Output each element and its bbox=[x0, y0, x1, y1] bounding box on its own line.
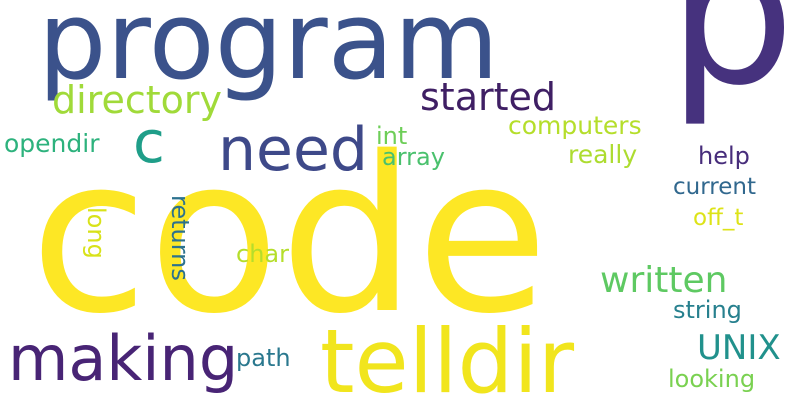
word-returns: returns bbox=[166, 195, 194, 281]
word-making: making bbox=[8, 322, 238, 395]
word-looking: looking bbox=[668, 365, 755, 393]
word-help: help bbox=[698, 142, 750, 170]
word-computers: computers bbox=[508, 111, 642, 140]
word-opendir: opendir bbox=[4, 129, 100, 158]
word-p: p bbox=[668, 0, 795, 130]
word-long: long bbox=[82, 207, 110, 259]
word-string: string bbox=[673, 296, 742, 324]
word-written: written bbox=[600, 260, 727, 301]
word-really: really bbox=[568, 140, 637, 169]
word-code: code bbox=[30, 110, 549, 361]
word-telldir: telldir bbox=[320, 310, 575, 400]
word-off-t: off_t bbox=[693, 205, 743, 231]
word-started: started bbox=[420, 75, 556, 119]
word-char: char bbox=[236, 240, 289, 268]
word-current: current bbox=[673, 174, 756, 200]
word-c: c bbox=[133, 108, 165, 176]
word-need: need bbox=[218, 115, 368, 185]
word-unix: UNIX bbox=[697, 328, 781, 368]
word-array: array bbox=[382, 143, 445, 171]
word-program: program bbox=[38, 0, 499, 104]
word-path: path bbox=[236, 344, 291, 372]
word-directory: directory bbox=[52, 78, 222, 122]
word-int: int bbox=[376, 122, 407, 150]
